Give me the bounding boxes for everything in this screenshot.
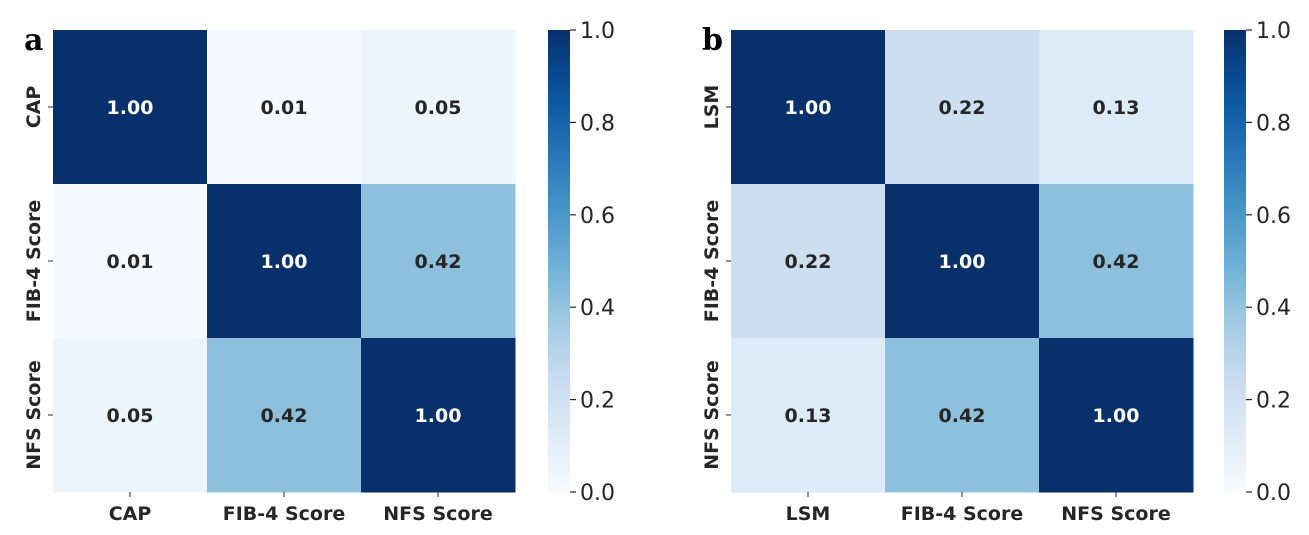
y-tick-label: NFS Score [701,360,723,469]
cell-value-label: 1.00 [939,251,986,273]
colorbar [548,30,570,492]
heatmap-cell [207,184,362,339]
colorbar-tick-label: 0.2 [580,389,615,414]
x-tick-label: LSM [786,503,831,525]
y-tick-label: LSM [701,85,723,130]
y-tick-label: FIB-4 Score [23,200,45,323]
heatmap-panel-b: b 1.00 0.22 0.13 0.22 1.00 0.42 0.13 0.42 1.00 LS… [701,19,1291,525]
heatmap-cell [361,184,516,339]
cell-value-label: 0.42 [261,405,308,427]
colorbar-tick-label: 0.8 [1256,111,1291,136]
colorbar-tick-label: 0.6 [580,204,615,229]
heatmap-cell [731,338,886,493]
colorbar-tick-label: 0.6 [1256,204,1291,229]
heatmap-cell [53,184,208,339]
cell-value-label: 1.00 [785,97,832,119]
heatmap-cell [1039,30,1194,185]
heatmap-cell [885,338,1040,493]
y-tick-label: FIB-4 Score [701,200,723,323]
cell-value-label: 0.42 [1093,251,1140,273]
heatmap-cell [1039,338,1194,493]
x-tick-label: FIB-4 Score [223,503,346,525]
x-tick-label: NFS Score [383,503,492,525]
panel-letter: a [24,23,43,58]
y-tick-label: NFS Score [23,360,45,469]
heatmap-cell [361,30,516,185]
x-tick-label: NFS Score [1061,503,1170,525]
heatmap-cell [207,338,362,493]
heatmap-panel-a: a 1.00 0.01 0.05 0.01 1.00 0.42 0.05 0.42 1.00 CA… [23,19,615,525]
colorbar-tick-label: 0.0 [580,481,615,506]
heatmap-cell [731,184,886,339]
heatmap-cell [885,184,1040,339]
colorbar-tick-label: 0.2 [1256,389,1291,414]
cell-value-label: 0.42 [415,251,462,273]
heatmap-cell [361,338,516,493]
cell-value-label: 0.01 [261,97,308,119]
colorbar-tick-label: 0.8 [580,111,615,136]
heatmap-cell [207,30,362,185]
heatmap-cell [731,30,886,185]
colorbar-tick-label: 1.0 [580,19,615,44]
panel-letter: b [702,23,723,58]
cell-value-label: 0.13 [785,405,832,427]
heatmap-cell [53,30,208,185]
cell-value-label: 0.22 [785,251,832,273]
heatmap-cell [1039,184,1194,339]
cell-value-label: 1.00 [415,405,462,427]
x-tick-label: CAP [109,503,152,525]
colorbar [1224,30,1246,492]
colorbar-tick-label: 0.4 [580,296,615,321]
cell-value-label: 0.42 [939,405,986,427]
cell-value-label: 0.05 [415,97,462,119]
colorbar-tick-label: 0.0 [1256,481,1291,506]
cell-value-label: 0.13 [1093,97,1140,119]
x-tick-label: FIB-4 Score [901,503,1024,525]
cell-value-label: 1.00 [1093,405,1140,427]
cell-value-label: 1.00 [261,251,308,273]
cell-value-label: 0.01 [107,251,154,273]
colorbar-tick-label: 0.4 [1256,296,1291,321]
cell-value-label: 0.05 [107,405,154,427]
colorbar-tick-label: 1.0 [1256,19,1291,44]
cell-value-label: 1.00 [107,97,154,119]
y-tick-label: CAP [23,86,45,129]
heatmap-cell [885,30,1040,185]
cell-value-label: 0.22 [939,97,986,119]
heatmap-cell [53,338,208,493]
